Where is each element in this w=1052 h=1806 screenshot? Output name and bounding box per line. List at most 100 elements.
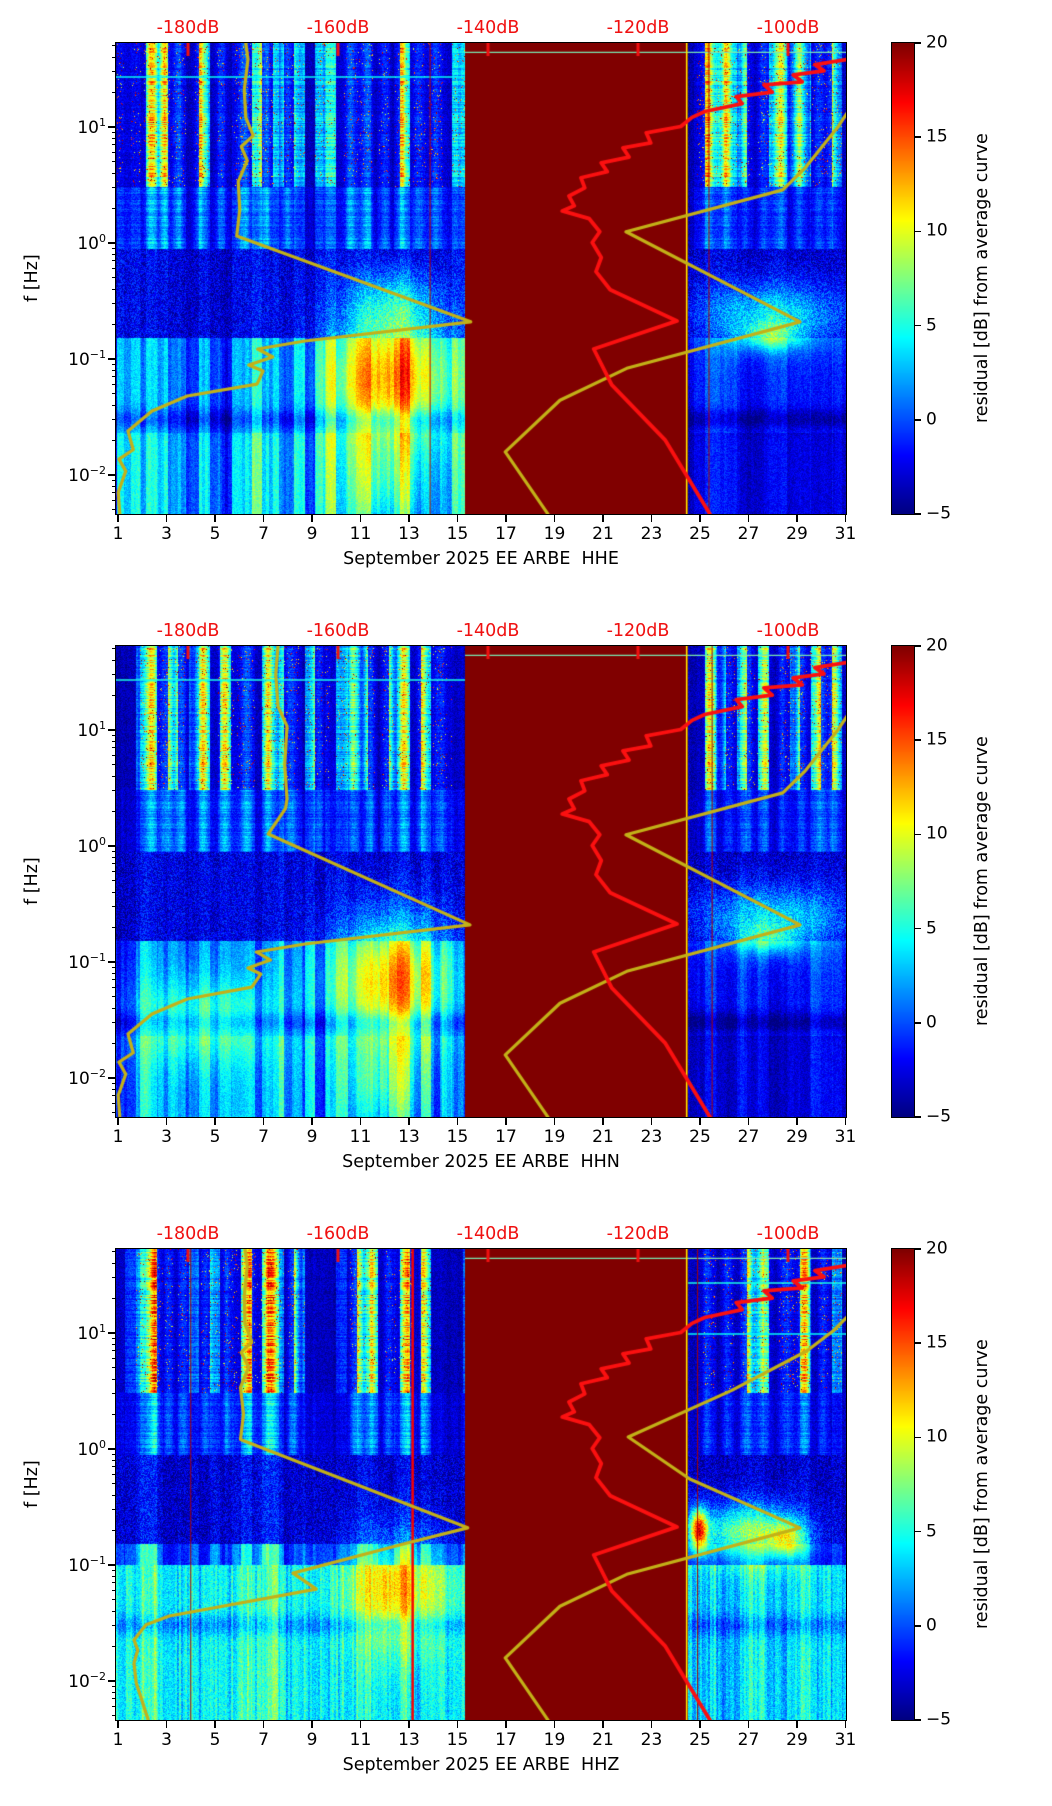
y-minor-tick-mark: [112, 1095, 116, 1097]
x-tick-mark: [747, 1720, 750, 1728]
top-axis-tick-label: -140dB: [456, 1224, 520, 1244]
y-minor-tick-mark: [112, 1706, 116, 1708]
y-minor-tick-mark: [112, 363, 116, 365]
y-minor-tick-mark: [112, 734, 116, 736]
colorbar-tick-label: 5: [926, 1521, 937, 1542]
x-tick-mark: [602, 1117, 604, 1125]
x-tick-label: 5: [209, 524, 221, 544]
x-tick-label: 29: [786, 1730, 808, 1750]
y-minor-tick-mark: [112, 1582, 116, 1584]
y-minor-tick-mark: [112, 972, 116, 974]
x-tick-mark: [844, 1720, 847, 1728]
x-tick-label: 25: [689, 1127, 711, 1147]
x-tick-mark: [456, 1720, 459, 1728]
top-axis-tick-label: -100dB: [756, 1224, 820, 1244]
y-minor-tick-mark: [112, 1569, 116, 1571]
x-tick-label: 25: [689, 524, 711, 544]
x-tick-mark: [553, 1117, 556, 1125]
colorbar-tick-mark: [915, 324, 921, 327]
x-tick-mark: [796, 1720, 798, 1728]
y-minor-tick-mark: [112, 856, 116, 858]
x-tick-mark: [117, 514, 119, 522]
y-tick-mark: [108, 1332, 116, 1334]
y-tick-label: 10−1: [68, 951, 106, 973]
x-tick-label: 11: [349, 1730, 372, 1750]
x-tick-mark: [408, 1117, 410, 1125]
y-minor-tick-mark: [112, 144, 116, 146]
x-tick-label: 23: [640, 1730, 663, 1750]
x-tick-label: 19: [543, 524, 566, 544]
x-tick-mark: [553, 514, 556, 522]
colorbar-label: residual [dB] from average curve: [972, 1339, 992, 1630]
x-tick-label: 21: [592, 524, 614, 544]
colorbar-tick-label: 5: [926, 918, 937, 939]
top-axis-tick-label: -160dB: [306, 621, 370, 641]
x-tick-label: 7: [258, 524, 269, 544]
top-axis-tick-label: -180dB: [156, 621, 220, 641]
colorbar-gradient: [892, 646, 914, 1117]
y-tick-label: 10−1: [68, 348, 106, 370]
x-tick-mark: [553, 1720, 556, 1728]
x-tick-mark: [117, 1720, 119, 1728]
y-minor-tick-mark: [112, 1413, 116, 1415]
y-minor-tick-mark: [112, 880, 116, 882]
colorbar-tick-label: 5: [926, 315, 937, 336]
x-tick-label: 27: [737, 1127, 760, 1147]
y-tick-label: 10−2: [68, 1670, 106, 1692]
y-minor-tick-mark: [112, 648, 116, 650]
y-minor-tick-mark: [112, 1625, 116, 1627]
colorbar-tick-mark: [915, 1022, 921, 1024]
x-tick-mark: [844, 514, 847, 522]
y-minor-tick-mark: [112, 485, 116, 487]
spectrogram-canvas-hhz: [116, 1249, 846, 1720]
y-minor-tick-mark: [112, 1358, 116, 1360]
top-axis-tick-label: -160dB: [306, 1224, 370, 1244]
x-tick-label: 31: [834, 1127, 857, 1147]
y-minor-tick-mark: [112, 1088, 116, 1090]
y-minor-tick-mark: [112, 500, 116, 502]
colorbar-tick-label: 0: [926, 409, 937, 430]
y-minor-tick-mark: [112, 906, 116, 908]
x-tick-mark: [408, 514, 410, 522]
colorbar-gradient: [892, 43, 914, 514]
y-minor-tick-mark: [112, 1529, 116, 1531]
y-minor-tick-mark: [112, 187, 116, 189]
y-tick-label: 100: [77, 1438, 106, 1460]
y-minor-tick-mark: [112, 1367, 116, 1369]
x-tick-label: 3: [161, 1127, 172, 1147]
colorbar-tick-label: 10: [926, 220, 948, 241]
y-tick-mark: [108, 1564, 116, 1566]
colorbar-tick-label: 15: [926, 126, 948, 147]
x-tick-mark: [262, 514, 265, 522]
y-minor-tick-mark: [112, 1610, 116, 1612]
y-tick-label: 100: [77, 835, 106, 857]
x-tick-label: 31: [834, 524, 857, 544]
y-minor-tick-mark: [112, 1022, 116, 1024]
y-minor-tick-mark: [112, 1474, 116, 1476]
y-minor-tick-mark: [112, 91, 116, 93]
x-tick-mark: [699, 514, 701, 522]
subplot-hhn: September 2025 EE ARBE HHN f [Hz] residu…: [0, 0, 1052, 1172]
colorbar-tick-label: 0: [926, 1615, 937, 1636]
x-tick-mark: [408, 1720, 410, 1728]
colorbar-tick-label: 20: [926, 32, 948, 53]
colorbar-tick-label: −5: [926, 1106, 952, 1127]
x-tick-label: 27: [737, 1730, 760, 1750]
x-tick-label: 13: [398, 1127, 420, 1147]
x-tick-label: 31: [834, 1730, 857, 1750]
y-tick-mark: [108, 242, 116, 244]
x-tick-mark: [650, 1117, 653, 1125]
colorbar-tick-mark: [915, 136, 921, 138]
x-tick-label: 9: [306, 524, 318, 544]
y-minor-tick-mark: [112, 987, 116, 989]
x-tick-label: 7: [258, 1730, 269, 1750]
x-tick-mark: [214, 1720, 216, 1728]
y-minor-tick-mark: [112, 1509, 116, 1511]
y-minor-tick-mark: [112, 1297, 116, 1299]
colorbar-tick-label: −5: [926, 1709, 952, 1730]
y-minor-tick-mark: [112, 1590, 116, 1592]
x-tick-label: 11: [349, 1127, 372, 1147]
y-minor-tick-mark: [112, 253, 116, 255]
y-minor-tick-mark: [112, 492, 116, 494]
y-tick-mark: [108, 358, 116, 360]
